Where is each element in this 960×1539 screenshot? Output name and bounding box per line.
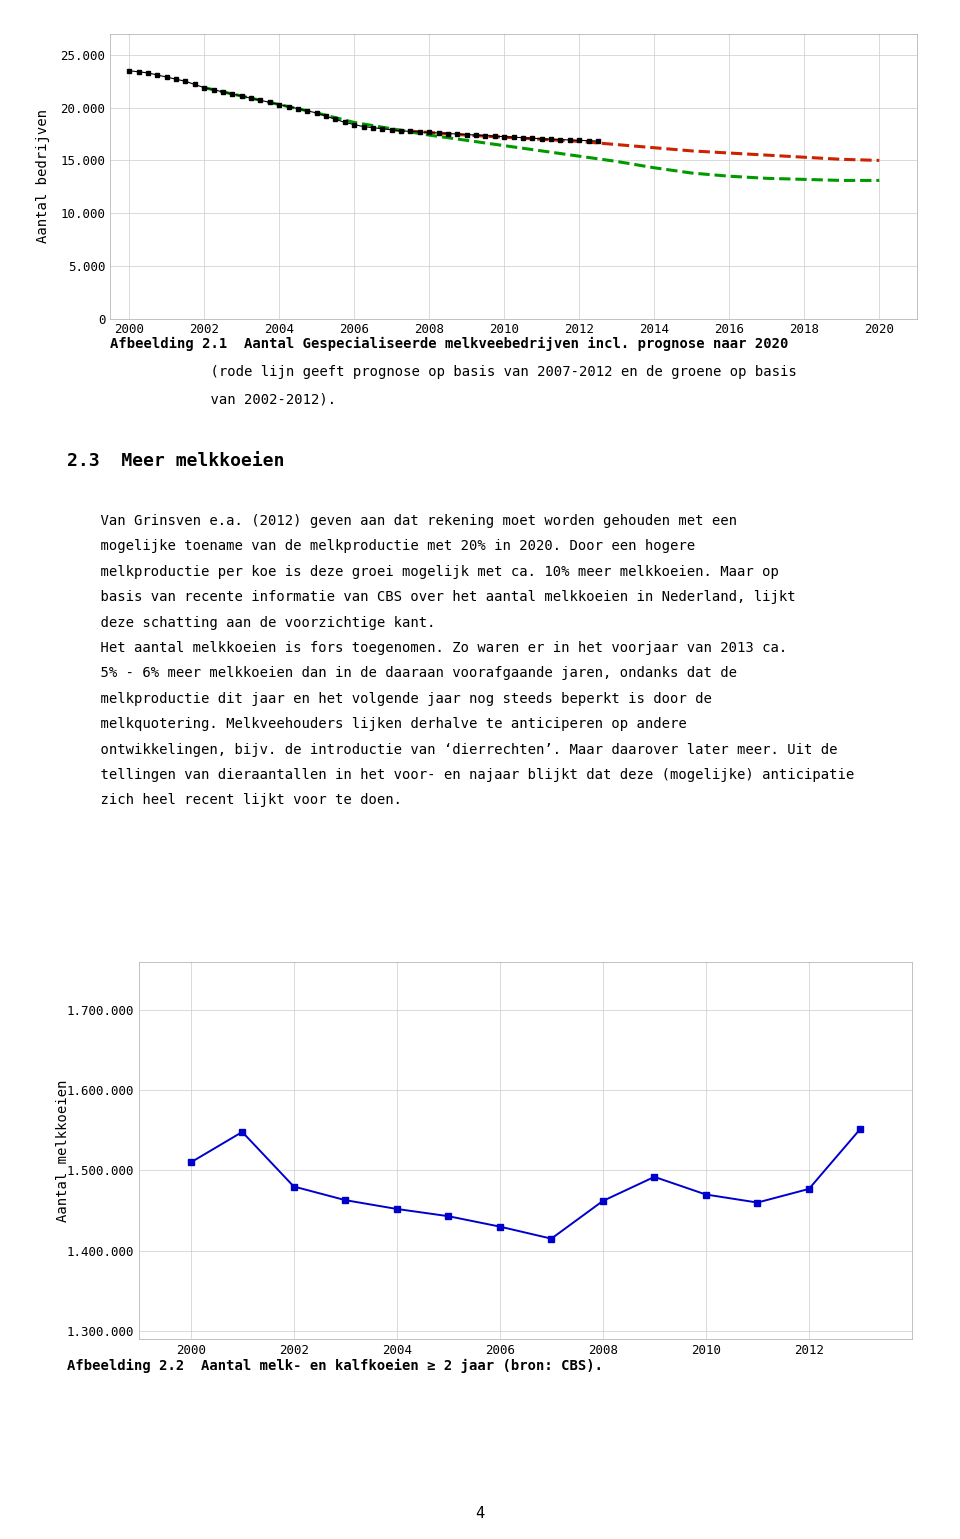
Text: tellingen van dieraantallen in het voor- en najaar blijkt dat deze (mogelijke) a: tellingen van dieraantallen in het voor-… <box>67 768 854 782</box>
Text: van 2002-2012).: van 2002-2012). <box>110 392 337 406</box>
Text: melkquotering. Melkveehouders lijken derhalve te anticiperen op andere: melkquotering. Melkveehouders lijken der… <box>67 717 687 731</box>
Text: Van Grinsven e.a. (2012) geven aan dat rekening moet worden gehouden met een: Van Grinsven e.a. (2012) geven aan dat r… <box>67 514 737 528</box>
Text: ontwikkelingen, bijv. de introductie van ‘dierrechten’. Maar daarover later meer: ontwikkelingen, bijv. de introductie van… <box>67 742 838 757</box>
Text: melkproductie per koe is deze groei mogelijk met ca. 10% meer melkkoeien. Maar o: melkproductie per koe is deze groei moge… <box>67 565 780 579</box>
Text: 5% - 6% meer melkkoeien dan in de daaraan voorafgaande jaren, ondanks dat de: 5% - 6% meer melkkoeien dan in de daaraa… <box>67 666 737 680</box>
Text: 2.3  Meer melkkoeien: 2.3 Meer melkkoeien <box>67 452 285 471</box>
Text: Het aantal melkkoeien is fors toegenomen. Zo waren er in het voorjaar van 2013 c: Het aantal melkkoeien is fors toegenomen… <box>67 640 787 656</box>
Text: mogelijke toename van de melkproductie met 20% in 2020. Door een hogere: mogelijke toename van de melkproductie m… <box>67 539 695 554</box>
Text: (rode lijn geeft prognose op basis van 2007-2012 en de groene op basis: (rode lijn geeft prognose op basis van 2… <box>110 365 797 379</box>
Text: Afbeelding 2.1  Aantal Gespecialiseerde melkveebedrijven incl. prognose naar 202: Afbeelding 2.1 Aantal Gespecialiseerde m… <box>110 337 789 351</box>
Text: deze schatting aan de voorzichtige kant.: deze schatting aan de voorzichtige kant. <box>67 616 436 629</box>
Y-axis label: Aantal bedrijven: Aantal bedrijven <box>36 109 50 243</box>
Text: basis van recente informatie van CBS over het aantal melkkoeien in Nederland, li: basis van recente informatie van CBS ove… <box>67 589 796 605</box>
Text: 4: 4 <box>475 1505 485 1521</box>
Text: melkproductie dit jaar en het volgende jaar nog steeds beperkt is door de: melkproductie dit jaar en het volgende j… <box>67 693 712 706</box>
Y-axis label: Aantal melkkoeien: Aantal melkkoeien <box>56 1079 70 1222</box>
Text: zich heel recent lijkt voor te doen.: zich heel recent lijkt voor te doen. <box>67 794 402 808</box>
Text: Afbeelding 2.2  Aantal melk- en kalfkoeien ≥ 2 jaar (bron: CBS).: Afbeelding 2.2 Aantal melk- en kalfkoeie… <box>67 1359 603 1373</box>
